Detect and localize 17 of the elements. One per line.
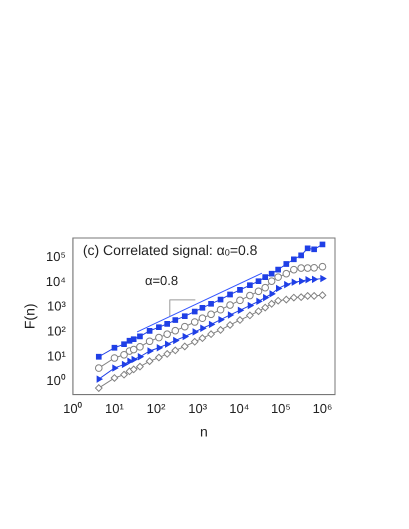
chart-title: (c) Correlated signal: α0=0.8 xyxy=(82,242,258,258)
y-tick-label: 10⁴ xyxy=(46,274,66,289)
x-axis-title: n xyxy=(200,423,208,440)
x-tick-label: 10⁴ xyxy=(229,400,250,416)
y-tick-label: 10¹ xyxy=(47,348,67,364)
y-tick-label: 10² xyxy=(47,323,67,338)
x-tick-label: 10⁵ xyxy=(270,400,291,416)
y-tick-label: 10⁵ xyxy=(46,248,66,264)
annotation: α=0.8 xyxy=(144,272,178,288)
x-tick-label: 10¹ xyxy=(105,400,125,416)
x-tick-label: 10⁰ xyxy=(63,400,83,416)
y-tick-label: 10³ xyxy=(47,298,67,314)
y-axis-title: F(n) xyxy=(21,303,38,330)
x-tick-label: 10³ xyxy=(188,400,208,416)
x-tick-label: 10² xyxy=(146,400,166,416)
x-tick-label: 10⁶ xyxy=(312,400,332,416)
y-tick-label: 10⁰ xyxy=(46,373,66,388)
